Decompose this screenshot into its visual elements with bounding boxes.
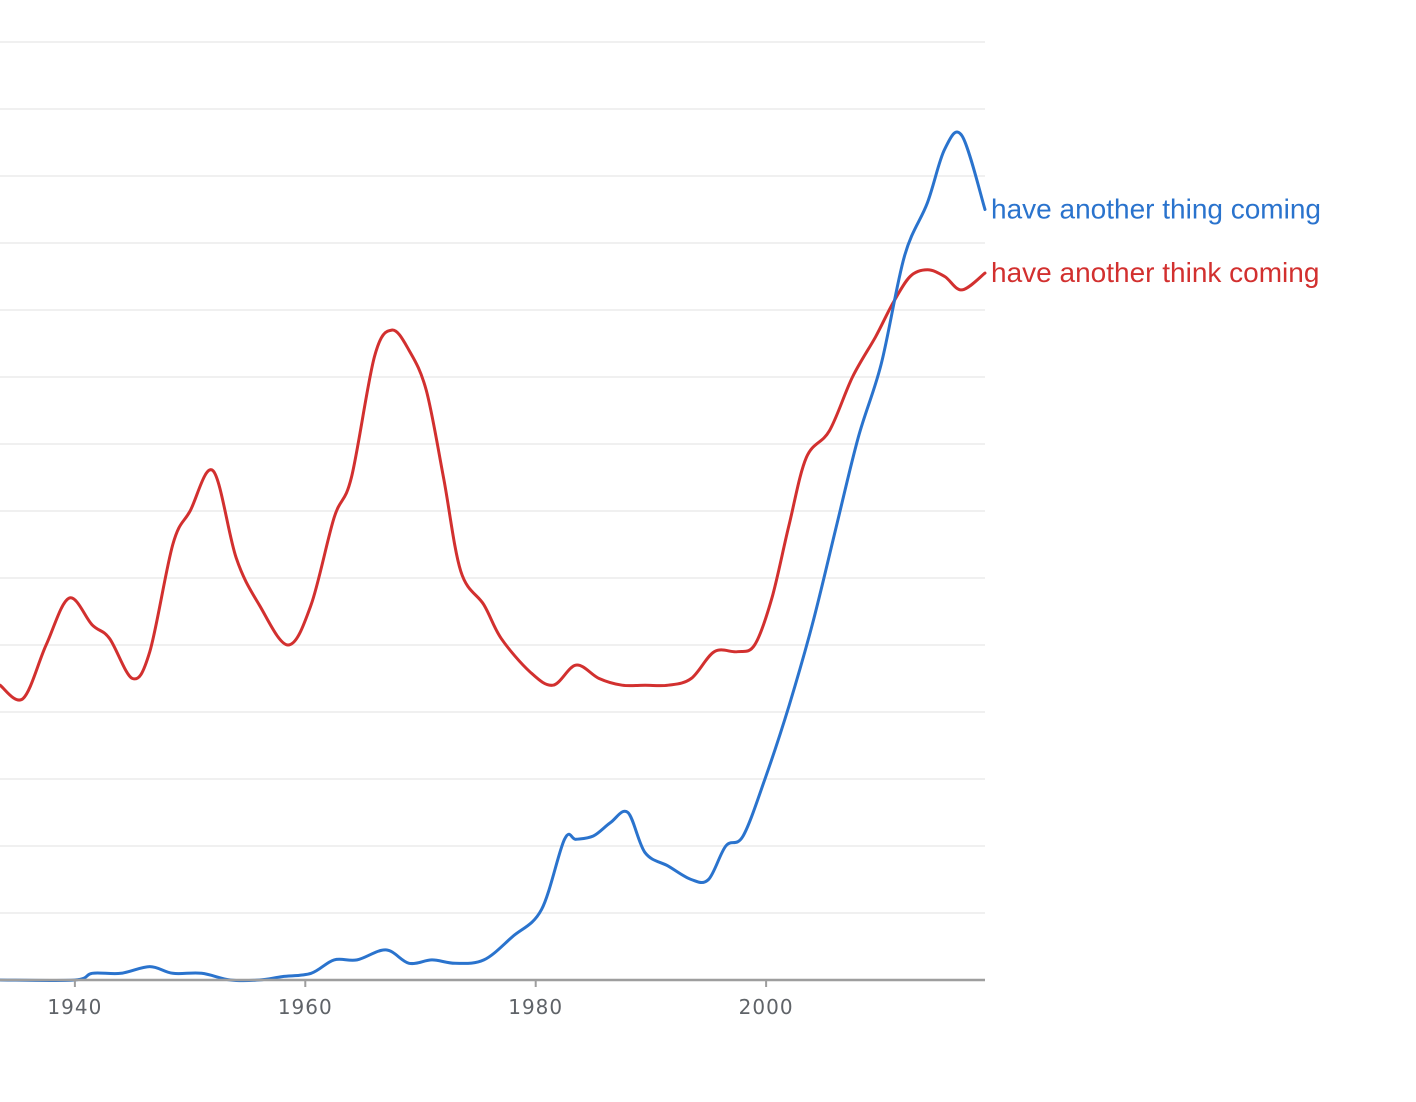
chart-series [0, 130, 987, 983]
series-line-have-another-thing-coming [0, 130, 987, 983]
series-labels: have another thing coming have another th… [991, 194, 1321, 289]
x-tick-label: 1980 [508, 995, 563, 1019]
chart-gridlines [0, 41, 985, 914]
x-tick-label: 1940 [47, 995, 102, 1019]
x-axis-ticks: 1940 1960 1980 2000 [47, 980, 793, 1019]
series-label-have-another-thing-coming: have another thing coming [991, 194, 1321, 225]
series-label-have-another-think-coming: have another think coming [991, 257, 1319, 288]
x-tick-label: 1960 [278, 995, 333, 1019]
series-line-have-another-think-coming [0, 268, 987, 702]
x-tick-label: 2000 [739, 995, 794, 1019]
